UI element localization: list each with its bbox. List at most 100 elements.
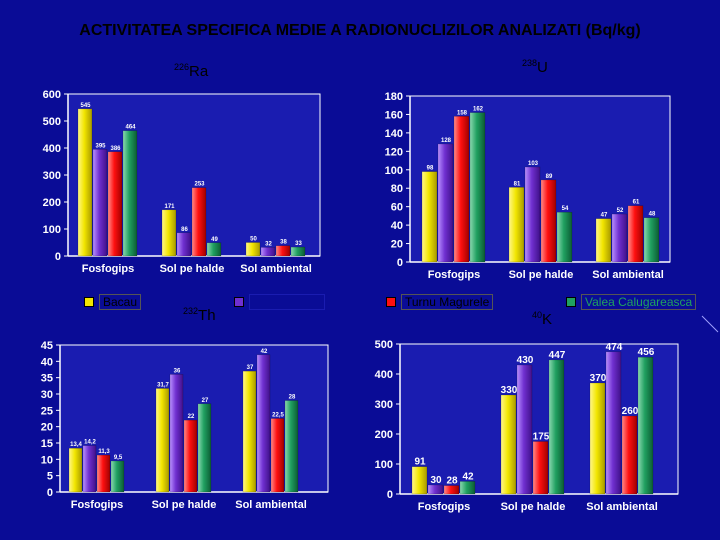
chart-ra-ytick-label: 200 [43,197,61,209]
chart-ra-data-label-sol-ambiental-bacau: 50 [250,237,257,243]
chart-u-data-label-sol-ambiental-series-2: 52 [617,208,624,214]
chart-k-data-label-sol-ambiental-bacau: 370 [590,373,607,384]
chart-u-data-label-fosfogips-series-2: 128 [441,138,452,144]
chart-th-bar-sol-ambiental-series-2 [256,354,271,493]
chart-u-bar-sol-pe-halde-series-2 [524,166,541,263]
chart-k-category-label-sol-ambiental: Sol ambiental [586,501,658,513]
legend-item-valea-calugareasca: Valea Calugareasca [566,294,697,310]
chart-label-k: 40K [532,310,552,328]
chart-th-bar-sol-ambiental-turnu-magurele [270,418,285,493]
chart-k-ytick-label: 100 [375,459,393,471]
chart-ra-bar-sol-pe-halde-turnu-magurele [191,187,207,257]
chart-u-ytick-label: 60 [391,202,403,214]
legend-item-bacau: Bacau [84,294,142,310]
chart-k-bar-sol-pe-halde-valea-calugareasca [548,359,565,495]
chart-u-data-label-sol-ambiental-valea-calugareasca: 48 [649,212,656,218]
chart-ra-category-label-fosfogips: Fosfogips [82,263,135,275]
chart-u-bar-sol-pe-halde-bacau [508,187,525,263]
chart-k-ytick-label: 400 [375,369,393,381]
chart-u-ytick-label: 160 [385,109,403,121]
chart-k-bar-fosfogips-turnu-magurele [443,485,460,495]
chart-k-category-label-sol-pe-halde: Sol pe halde [501,501,566,513]
chart-th-data-label-sol-ambiental-valea-calugareasca: 28 [289,395,296,401]
chart-u-ytick-label: 0 [397,257,403,269]
chart-k-category-label-fosfogips: Fosfogips [418,501,471,513]
chart-th-bar-sol-pe-halde-valea-calugareasca [197,403,212,493]
k-mass-number: 40 [532,310,543,320]
legend-swatch-valea-calugareasca [566,297,576,307]
chart-u-bar-fosfogips-turnu-magurele [453,116,470,263]
chart-th-ytick-label: 40 [41,356,53,368]
chart-u-ytick-label: 180 [385,91,403,103]
chart-k-data-label-sol-pe-halde-series-2: 430 [517,355,534,366]
chart-th-ytick-label: 25 [41,405,53,417]
chart-u-bar-fosfogips-bacau [421,171,438,263]
chart-th-bar-fosfogips-series-2 [82,445,97,493]
chart-th-data-label-sol-ambiental-bacau: 37 [247,365,254,371]
legend-item-series-2 [234,294,325,310]
chart-th-ytick-label: 5 [47,471,53,483]
chart-ra-data-label-fosfogips-bacau: 545 [80,103,91,109]
chart-ra-bar-sol-pe-halde-series-2 [176,232,192,257]
ra-symbol: Ra [189,63,209,80]
chart-k-bar-sol-ambiental-bacau [589,382,606,495]
chart-th: 0 5 10 15 20 25 30 35 40 45 13,4 14,211,3 9,5 Fosfogi… [41,340,329,511]
chart-ra-ytick-label: 600 [43,89,61,101]
chart-ra-data-label-sol-ambiental-turnu-magurele: 38 [280,240,287,246]
chart-u-data-label-sol-pe-halde-valea-calugareasca: 54 [562,206,569,212]
chart-u-data-label-sol-pe-halde-turnu-magurele: 89 [546,174,553,180]
chart-ra-data-label-sol-ambiental-valea-calugareasca: 33 [295,241,302,247]
chart-ra-ytick-label: 400 [43,143,61,155]
chart-th-bar-sol-pe-halde-bacau [155,388,170,493]
chart-ra-ytick-label: 0 [55,251,61,263]
u-symbol: U [537,59,548,76]
chart-ra-category-label-sol-pe-halde: Sol pe halde [160,263,225,275]
chart-u-data-label-fosfogips-valea-calugareasca: 162 [473,107,484,113]
chart-th-bar-fosfogips-bacau [68,447,83,493]
chart-ra-ytick-label: 500 [43,116,61,128]
chart-ra-data-label-fosfogips-series-2: 395 [95,143,106,149]
chart-th-ytick-label: 20 [41,422,53,434]
chart-u-bar-sol-pe-halde-turnu-magurele [540,179,557,263]
legend-label-turnu-magurele: Turnu Magurele [401,294,494,310]
chart-k-bar-sol-pe-halde-turnu-magurele [532,441,549,495]
chart-u-data-label-sol-pe-halde-bacau: 81 [514,181,521,187]
chart-u: 0 20 40 60 80 100 120 140 160 180 98 128 158 162 Fosfo… [385,91,671,281]
chart-th-data-label-sol-pe-halde-series-2: 36 [174,368,181,374]
chart-ra-bar-sol-ambiental-valea-calugareasca [290,246,306,257]
legend-label-valea-calugareasca: Valea Calugareasca [581,294,697,310]
chart-th-ytick-label: 15 [41,438,53,450]
chart-ra-bar-fosfogips-bacau [77,108,93,257]
legend-swatch-series-2 [234,297,244,307]
chart-th-bar-sol-pe-halde-turnu-magurele [183,419,198,493]
chart-ra-data-label-sol-pe-halde-valea-calugareasca: 49 [211,237,218,243]
chart-ra-bar-sol-ambiental-series-2 [260,247,276,257]
chart-th-data-label-sol-ambiental-series-2: 42 [261,349,268,355]
chart-th-category-label-sol-pe-halde: Sol pe halde [152,499,217,511]
chart-k-ytick-label: 300 [375,399,393,411]
chart-u-bar-sol-ambiental-turnu-magurele [627,205,644,263]
chart-u-category-label-fosfogips: Fosfogips [428,269,481,281]
chart-u-ytick-label: 40 [391,220,403,232]
chart-ra-ytick-label: 300 [43,170,61,182]
chart-u-bar-sol-ambiental-series-2 [611,213,628,263]
chart-u-category-label-sol-pe-halde: Sol pe halde [509,269,574,281]
chart-k-bar-fosfogips-valea-calugareasca [459,481,476,495]
chart-label-u: 238U [522,58,548,76]
chart-u-data-label-sol-ambiental-bacau: 47 [601,213,608,219]
chart-ra-category-label-sol-ambiental: Sol ambiental [240,263,312,275]
chart-u-data-label-fosfogips-bacau: 98 [427,166,434,172]
chart-ra-bar-fosfogips-valea-calugareasca [122,130,138,257]
chart-k-bar-sol-ambiental-series-2 [605,351,622,495]
chart-th-category-label-sol-ambiental: Sol ambiental [235,499,307,511]
chart-k-data-label-fosfogips-turnu-magurele: 28 [446,476,458,487]
legend-swatch-turnu-magurele [386,297,396,307]
chart-k-bar-fosfogips-series-2 [427,484,444,495]
chart-ra-bar-sol-ambiental-bacau [245,242,261,257]
chart-k-bar-fosfogips-bacau [411,466,428,495]
legend-swatch-bacau [84,297,94,307]
legend-label-bacau: Bacau [99,294,142,310]
chart-k-bar-sol-pe-halde-series-2 [516,364,533,495]
chart-u-bar-sol-pe-halde-valea-calugareasca [556,211,573,263]
chart-ra-data-label-sol-pe-halde-bacau: 171 [164,204,175,210]
